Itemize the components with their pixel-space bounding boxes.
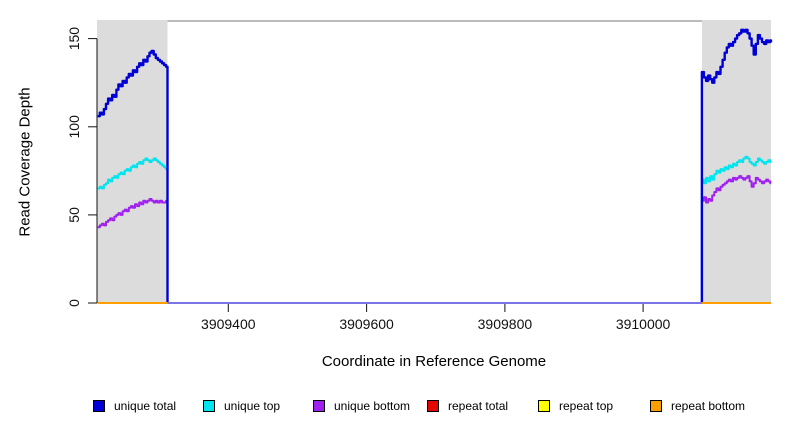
- coverage-plot: 0 50 100 150 3909400 3909600 3909800 3910000: [66, 20, 773, 332]
- legend-label: unique total: [114, 399, 177, 413]
- x-axis-title: Coordinate in Reference Genome: [321, 353, 547, 370]
- shaded-regions: [97, 20, 771, 303]
- shaded-region: [97, 20, 168, 303]
- x-tick-label: 3909800: [478, 316, 533, 332]
- y-tick-label: 50: [66, 207, 82, 223]
- x-tick-label: 3910000: [616, 316, 671, 332]
- series-line-unique-bottom: [700, 175, 772, 303]
- legend-color-swatch: [313, 400, 325, 412]
- series-line-unique-top: [700, 155, 772, 303]
- series-line-unique-bottom: [97, 198, 169, 303]
- x-tick-label: 3909400: [201, 316, 256, 332]
- legend-color-swatch: [650, 400, 662, 412]
- legend-item: unique bottom: [313, 398, 410, 414]
- series-line-unique-total: [97, 49, 169, 303]
- legend: unique total unique top unique bottom repea…: [0, 398, 792, 418]
- x-tick-label: 3909600: [339, 316, 394, 332]
- y-axis-title: Read Coverage Depth: [16, 87, 34, 237]
- legend-label: unique top: [224, 399, 281, 413]
- y-tick-label: 0: [66, 299, 82, 307]
- legend-label: repeat top: [559, 399, 614, 413]
- legend-color-swatch: [93, 400, 105, 412]
- x-axis: 3909400 3909600 3909800 3910000: [201, 304, 671, 332]
- legend-label: repeat total: [448, 399, 509, 413]
- legend-item: repeat total: [427, 398, 508, 414]
- series-line-unique-total: [700, 28, 773, 303]
- legend-item: unique total: [93, 398, 176, 414]
- plot-svg: 0 50 100 150 3909400 3909600 3909800 3910000: [66, 20, 773, 332]
- y-tick-label: 150: [66, 27, 82, 51]
- legend-color-swatch: [203, 400, 215, 412]
- legend-item: unique top: [203, 398, 280, 414]
- legend-item: repeat bottom: [650, 398, 745, 414]
- legend-label: repeat bottom: [671, 399, 746, 413]
- y-tick-label: 100: [66, 115, 82, 139]
- legend-item: repeat top: [538, 398, 613, 414]
- legend-color-swatch: [538, 400, 550, 412]
- legend-label: unique bottom: [334, 399, 411, 413]
- data-series: [97, 28, 773, 304]
- y-axis: 0 50 100 150: [66, 27, 98, 307]
- series-line-unique-top: [97, 157, 169, 303]
- legend-color-swatch: [427, 400, 439, 412]
